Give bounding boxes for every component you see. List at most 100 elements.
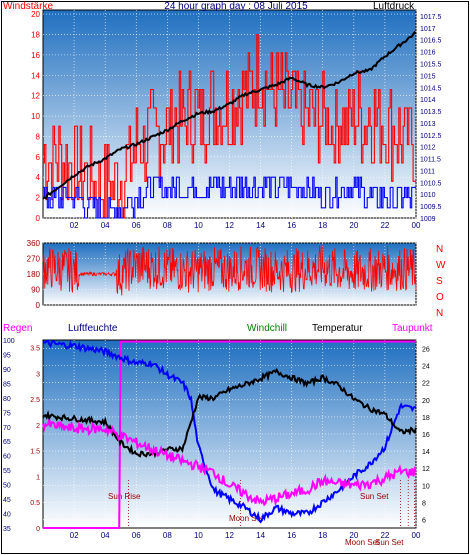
humidity-tick-label: 80: [3, 396, 11, 403]
legend-regen: Regen: [3, 323, 32, 334]
pressure-right-tick-label: 1015: [420, 73, 436, 80]
rain-tick-label: 2: [36, 423, 40, 430]
humidity-tick-label: 40: [3, 512, 11, 519]
direction-tick-label: 360: [27, 239, 41, 248]
humidity-tick-label: 90: [3, 367, 11, 374]
pressure-series: [42, 30, 417, 200]
pressure-right-tick-label: 1016: [420, 50, 436, 57]
pressure-axis-label: Luftdruck: [373, 1, 415, 12]
wind-x-tick-label: 08: [163, 221, 172, 230]
temperature-series: [42, 367, 417, 459]
rain-tick-label: 3.5: [30, 346, 40, 353]
climate-x-tick-label: 06: [132, 531, 141, 540]
temp-tick-label: 24: [422, 364, 430, 371]
pressure-right-tick-label: 1017.5: [420, 14, 442, 21]
wind-x-tick-label: 18: [318, 221, 327, 230]
humidity-tick-label: 100: [3, 338, 15, 345]
climate-x-tick-label: 20: [349, 531, 358, 540]
direction-tick-label: 90: [31, 286, 40, 295]
temp-tick-label: 20: [422, 398, 430, 405]
temp-tick-label: 12: [422, 466, 430, 473]
climate-x-tick-label: 04: [101, 531, 110, 540]
wind-x-tick-label: 04: [101, 221, 110, 230]
rain-tick-label: 1.5: [30, 449, 40, 456]
humidity-tick-label: 55: [3, 468, 11, 475]
wind-x-tick-label: 14: [256, 221, 265, 230]
pressure-right-tick-label: 1017: [420, 26, 436, 33]
climate-x-tick-label: 00: [412, 531, 421, 540]
humidity-tick-label: 75: [3, 410, 11, 417]
sun-set-label: Sun Set: [360, 492, 389, 501]
temp-tick-label: 10: [422, 483, 430, 490]
direction-tick-label: 0: [36, 301, 41, 310]
climate-x-tick-label: 22: [380, 531, 389, 540]
wind-x-tick-label: 20: [349, 221, 358, 230]
humidity-tick-label: 50: [3, 483, 11, 490]
rain-tick-label: 1: [36, 474, 40, 481]
wind-left-tick-label: 0: [36, 214, 41, 223]
wind-left-tick-label: 14: [31, 71, 40, 80]
direction-compass-label: S: [436, 276, 443, 287]
wind-direction-series: [42, 245, 417, 296]
wind-left-tick-label: 20: [31, 10, 40, 19]
temp-tick-label: 16: [422, 432, 430, 439]
temp-tick-label: 22: [422, 381, 430, 388]
wind-x-tick-label: 00: [412, 221, 421, 230]
dewpoint-series: [42, 419, 417, 507]
rain-tick-label: 0.5: [30, 500, 40, 507]
wind-axis-label: Windstärke: [3, 1, 53, 12]
climate-x-tick-label: 14: [256, 531, 265, 540]
humidity-tick-label: 60: [3, 454, 11, 461]
climate-x-tick-label: 08: [163, 531, 172, 540]
direction-compass-label: O: [436, 292, 444, 303]
direction-compass-label: N: [436, 244, 443, 255]
wind-left-tick-label: 8: [36, 132, 41, 141]
wind-x-tick-label: 16: [287, 221, 296, 230]
wind-x-tick-label: 02: [70, 221, 79, 230]
pressure-right-tick-label: 1009.5: [420, 204, 442, 211]
climate-x-tick-label: 18: [318, 531, 327, 540]
direction-compass-label: W: [436, 260, 446, 271]
climate-x-tick-label: 12: [225, 531, 234, 540]
wind-left-tick-label: 4: [36, 173, 41, 182]
pressure-right-tick-label: 1011.5: [420, 157, 441, 164]
legend-taupunkt: Taupunkt: [392, 323, 433, 334]
pressure-right-tick-label: 1011: [420, 168, 435, 175]
pressure-right-tick-label: 1016.5: [420, 38, 442, 45]
wind-left-tick-label: 12: [31, 92, 40, 101]
temp-tick-label: 8: [422, 500, 426, 507]
temp-tick-label: 6: [422, 517, 426, 524]
rain-tick-label: 0: [36, 526, 40, 533]
temp-tick-label: 18: [422, 415, 430, 422]
pressure-right-tick-label: 1014: [420, 97, 436, 104]
wind-x-tick-label: 22: [380, 221, 389, 230]
wind-x-tick-label: 10: [194, 221, 203, 230]
direction-tick-label: 180: [27, 270, 41, 279]
pressure-right-tick-label: 1012: [420, 145, 436, 152]
humidity-tick-label: 35: [3, 526, 11, 533]
wind-x-tick-label: 12: [225, 221, 234, 230]
wind-left-tick-label: 6: [36, 153, 41, 162]
rain-series: [43, 340, 416, 529]
humidity-tick-label: 70: [3, 425, 11, 432]
pressure-right-tick-label: 1010: [420, 192, 436, 199]
pressure-right-tick-label: 1009: [420, 216, 436, 223]
pressure-right-tick-label: 1010.5: [420, 180, 442, 187]
wind-x-tick-label: 06: [132, 221, 141, 230]
climate-x-tick-label: 10: [194, 531, 203, 540]
wind-speed-series: [43, 176, 416, 219]
wind-left-tick-label: 2: [36, 194, 41, 203]
climate-x-tick-label: 16: [287, 531, 296, 540]
rain-tick-label: 2.5: [30, 397, 40, 404]
rain-tick-label: 3: [36, 371, 40, 378]
moon-set-late-label: Moon Set: [345, 538, 380, 547]
humidity-tick-label: 45: [3, 497, 11, 504]
legend-luftfeuchte: Luftfeuchte: [68, 323, 118, 334]
humidity-tick-label: 85: [3, 381, 11, 388]
pressure-right-tick-label: 1013.5: [420, 109, 442, 116]
humidity-series: [42, 339, 417, 524]
moon-set-label: Moon Set: [229, 514, 264, 523]
chart-title: 24 hour graph day : 08 Juli 2015: [164, 1, 308, 12]
wind-left-tick-label: 18: [31, 30, 40, 39]
